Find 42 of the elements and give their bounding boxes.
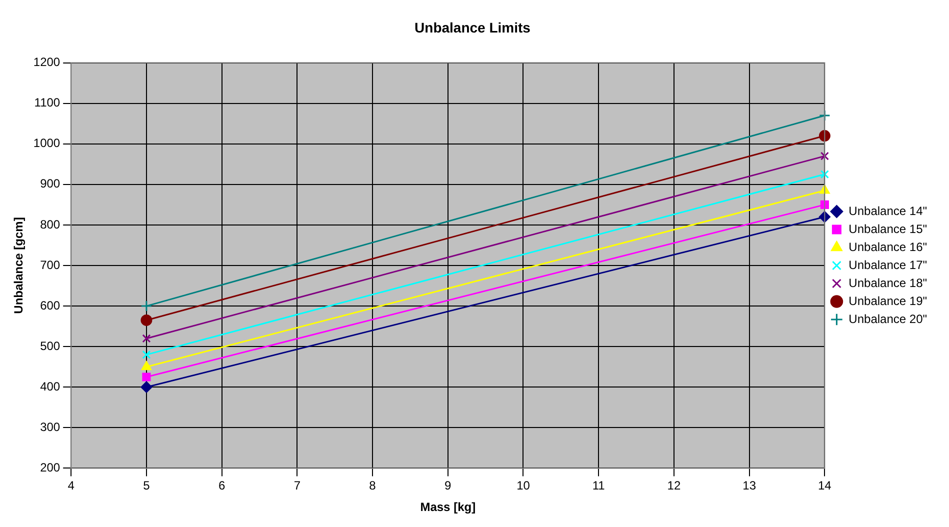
y-tick-label: 600 xyxy=(40,298,60,312)
x-tick-label: 10 xyxy=(516,478,530,493)
point xyxy=(818,130,830,142)
y-tick-label: 300 xyxy=(40,420,60,434)
legend-label: Unbalance 18" xyxy=(848,276,928,290)
y-tick-label: 1200 xyxy=(33,55,60,70)
x-tick-label: 8 xyxy=(369,478,376,493)
x-tick-label: 6 xyxy=(218,478,226,493)
x-tick-label: 11 xyxy=(592,478,606,493)
y-tick-label: 1000 xyxy=(33,136,60,150)
y-tick-label: 900 xyxy=(40,176,60,191)
legend-label: Unbalance 20" xyxy=(848,312,928,326)
y-axis-title: Unbalance [gcm] xyxy=(12,217,26,314)
legend-label: Unbalance 15" xyxy=(848,222,928,236)
y-tick-label: 1100 xyxy=(34,96,60,110)
point xyxy=(140,314,152,326)
x-tick-label: 12 xyxy=(667,478,681,493)
point xyxy=(140,300,152,312)
point xyxy=(142,334,151,343)
legend-label: Unbalance 14" xyxy=(848,204,928,218)
x-tick-label: 14 xyxy=(818,478,832,493)
x-axis-title: Mass [kg] xyxy=(420,500,476,514)
x-tick-label: 9 xyxy=(444,478,452,493)
point xyxy=(142,372,151,382)
x-tick-label: 4 xyxy=(68,478,75,493)
chart-title: Unbalance Limits xyxy=(414,19,531,36)
point xyxy=(140,381,152,393)
x-tick-label: 5 xyxy=(143,478,150,493)
point xyxy=(820,152,829,160)
legend-label: Unbalance 16" xyxy=(848,240,928,254)
point xyxy=(142,350,151,359)
point xyxy=(818,110,830,122)
x-tick-label: 7 xyxy=(294,478,301,493)
x-tick-label: 13 xyxy=(742,478,756,493)
y-tick-label: 200 xyxy=(40,460,60,475)
legend-label: Unbalance 17" xyxy=(848,258,928,272)
y-tick-label: 700 xyxy=(40,258,60,272)
y-tick-label: 500 xyxy=(40,338,60,353)
y-tick-label: 400 xyxy=(40,379,60,394)
point xyxy=(820,170,829,179)
legend-label: Unbalance 19" xyxy=(848,294,928,308)
y-tick-label: 800 xyxy=(40,217,60,232)
